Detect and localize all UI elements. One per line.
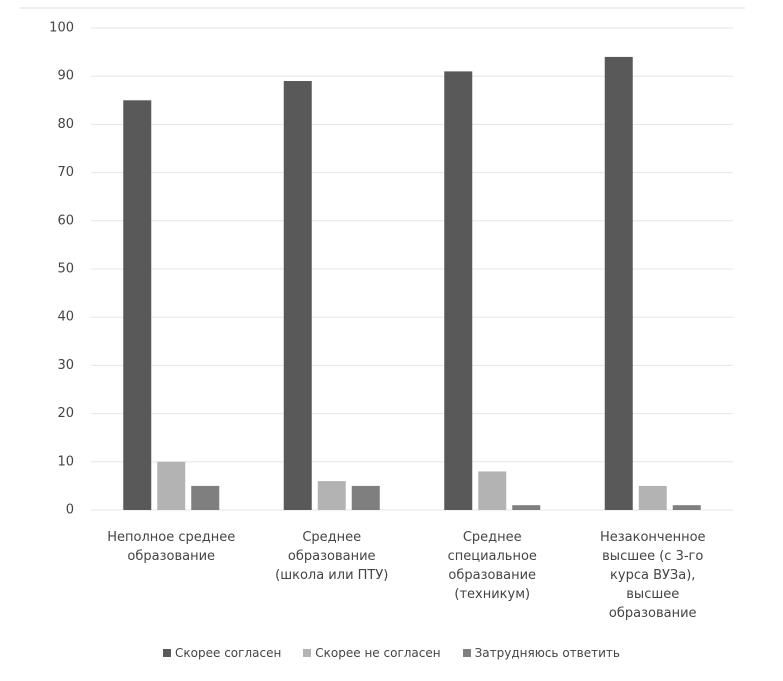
y-tick-label: 100	[49, 21, 74, 36]
x-tick-label: Среднее образование (школа или ПТУ)	[275, 530, 389, 583]
bar	[351, 485, 380, 510]
y-tick-label: 0	[66, 503, 74, 518]
bar	[157, 461, 186, 510]
x-tick-label: Незаконченное высшее (с 3-го курса ВУЗа)…	[599, 530, 706, 621]
y-tick-label: 90	[57, 69, 74, 84]
bar	[638, 485, 667, 510]
legend-item: Затрудняюсь ответить	[462, 646, 620, 660]
bar	[478, 471, 507, 510]
bar	[317, 481, 346, 510]
y-tick-label: 20	[57, 406, 74, 421]
bar	[283, 81, 312, 511]
y-tick-label: 60	[57, 213, 74, 228]
y-tick-label: 50	[57, 262, 74, 277]
bar	[604, 56, 633, 511]
y-tick-label: 40	[57, 310, 74, 325]
y-tick-label: 70	[57, 165, 74, 180]
bar	[123, 100, 152, 511]
y-tick-label: 10	[57, 454, 74, 469]
legend-label: Затрудняюсь ответить	[474, 646, 620, 660]
bar	[444, 71, 473, 510]
y-tick-label: 30	[57, 358, 74, 373]
bar	[191, 485, 220, 510]
x-tick-label: Неполное среднее образование	[107, 530, 236, 564]
y-tick-label: 80	[57, 117, 74, 132]
legend-item: Скорее не согласен	[303, 646, 441, 660]
bar	[512, 505, 541, 510]
legend-label: Скорее не согласен	[315, 646, 441, 660]
legend-swatch	[163, 649, 172, 657]
legend-swatch	[462, 649, 471, 657]
legend: Скорее согласен Скорее не согласен Затрудн…	[0, 646, 783, 660]
bar	[672, 505, 701, 510]
legend-item: Скорее согласен	[163, 646, 281, 660]
legend-swatch	[303, 649, 312, 657]
x-tick-label: Среднее специальное образование (технику…	[447, 530, 537, 602]
legend-label: Скорее согласен	[175, 646, 282, 660]
